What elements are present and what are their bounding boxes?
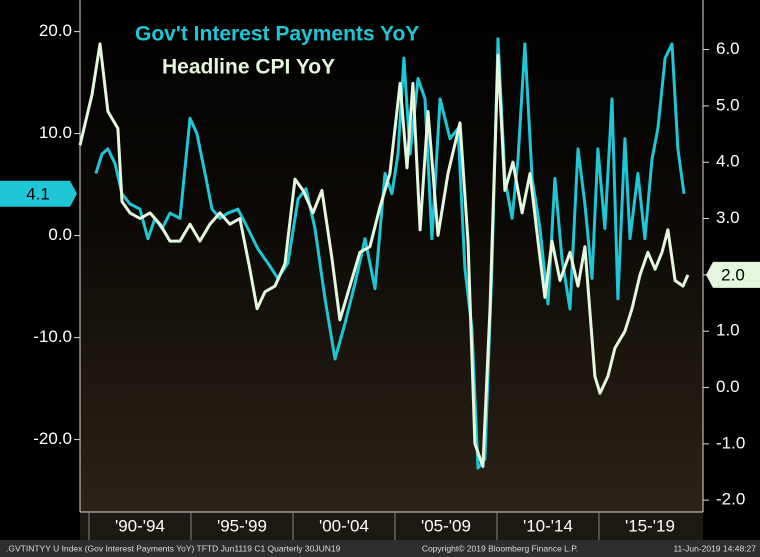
last-value-tag xyxy=(0,180,77,207)
x-tick-label: '90-'94 xyxy=(115,516,165,535)
last-value-tag xyxy=(706,261,760,288)
series-line xyxy=(78,42,690,468)
footer-band xyxy=(0,540,760,557)
x-axis-band xyxy=(80,512,703,540)
y2-tick-label: -1.0 xyxy=(716,433,745,452)
x-tick-label: '95-'99 xyxy=(217,516,267,535)
x-tick-label: '10-'14 xyxy=(523,516,573,535)
y2-tick-label: 5.0 xyxy=(716,95,740,114)
y2-tick-label: 6.0 xyxy=(716,39,740,58)
x-tick-label: '15-'19 xyxy=(625,516,675,535)
last-value-label: 4.1 xyxy=(26,184,50,203)
legend-entry: Gov't Interest Payments YoY xyxy=(135,23,419,46)
x-tick-label: '05-'09 xyxy=(421,516,471,535)
series-line xyxy=(94,37,686,470)
y2-tick-label: 4.0 xyxy=(716,152,740,171)
y-tick-label: 10.0 xyxy=(39,123,72,142)
footer-source: .GVTINTYY U Index (Gov Interest Payments… xyxy=(6,543,341,553)
y2-tick-label: 0.0 xyxy=(716,377,740,396)
y2-tick-label: -2.0 xyxy=(716,490,745,509)
y-tick-label: 0.0 xyxy=(48,225,72,244)
footer-copyright: Copyright© 2019 Bloomberg Finance L.P. xyxy=(422,543,578,553)
y2-tick-label: 1.0 xyxy=(716,321,740,340)
legend-entry: Headline CPI YoY xyxy=(162,56,335,79)
y2-tick-label: 3.0 xyxy=(716,208,740,227)
footer-date: 11-Jun-2019 14:48:27 xyxy=(673,543,756,553)
y-tick-label: -20.0 xyxy=(33,429,72,448)
x-tick-label: '00-'04 xyxy=(319,516,369,535)
plot-area xyxy=(80,0,703,512)
y-tick-label: -10.0 xyxy=(33,327,72,346)
last-value-label: 2.0 xyxy=(721,265,745,284)
y-tick-label: 20.0 xyxy=(39,21,72,40)
